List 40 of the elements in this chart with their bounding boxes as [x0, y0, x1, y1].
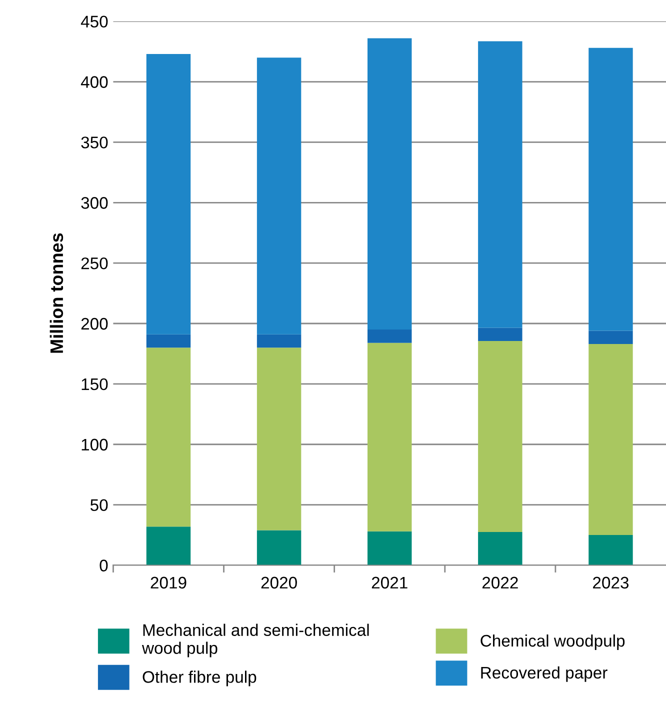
bar: [256, 530, 302, 566]
bar: [256, 58, 302, 334]
y-tick-label: 50: [90, 499, 108, 512]
bar: [588, 48, 633, 331]
x-tick-label: 2019: [150, 576, 186, 589]
bar: [478, 328, 522, 342]
bar: [478, 41, 522, 328]
x-tick-label: 2023: [593, 576, 629, 589]
bar: [588, 535, 633, 566]
bar: [146, 334, 191, 348]
bar: [368, 330, 412, 343]
bar: [146, 526, 191, 566]
bar: [368, 38, 412, 330]
x-tick-label: 2022: [482, 576, 518, 589]
x-tick-label: 2020: [261, 576, 297, 589]
bar: [588, 330, 633, 344]
bar: [588, 344, 633, 536]
legend-label: Chemical woodpulp: [480, 634, 625, 650]
bar: [368, 342, 412, 532]
legend-label: Other fibre pulp: [142, 670, 256, 686]
legend-label: Mechanical and semi-chemical wood pulp: [142, 624, 369, 658]
bar: [256, 348, 302, 530]
bar: [146, 54, 191, 334]
y-tick-label: 350: [81, 136, 108, 148]
bar: [478, 341, 522, 532]
y-tick-label: 0: [100, 560, 108, 572]
y-tick-label: 300: [81, 197, 108, 209]
y-tick-label: 150: [82, 378, 108, 390]
legend-label: Recovered paper: [481, 666, 608, 682]
y-tick-label: 200: [81, 318, 108, 330]
x-tick-label: 2021: [372, 576, 408, 589]
y-tick-label: 250: [81, 257, 108, 270]
y-tick-label: 450: [80, 16, 108, 28]
bar: [478, 532, 522, 566]
bar: [368, 531, 412, 566]
y-axis-title: Million tonnes: [50, 233, 64, 353]
bar: [146, 348, 191, 527]
bar: [256, 334, 302, 348]
y-tick-label: 400: [80, 76, 108, 88]
y-tick-label: 100: [82, 438, 108, 451]
